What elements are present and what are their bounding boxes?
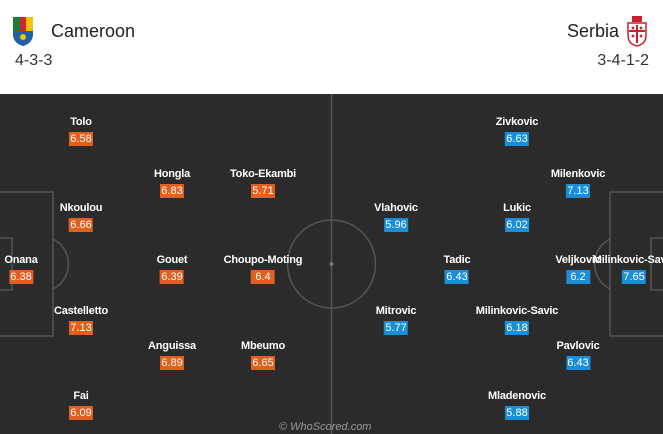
- player-rating: 6.66: [68, 218, 93, 232]
- home-player-nkoulou[interactable]: Nkoulou 6.66: [60, 202, 103, 233]
- away-player-milinkovic-savic-gk[interactable]: Milinkovic-Savic 7.65: [593, 254, 663, 285]
- player-rating: 6.38: [8, 270, 33, 284]
- home-team-name[interactable]: Cameroon: [51, 21, 136, 41]
- away-player-milenkovic[interactable]: Milenkovic 7.13: [551, 168, 605, 199]
- player-rating: 6.02: [504, 218, 529, 232]
- player-name: Anguissa: [148, 340, 196, 352]
- player-name: Zivkovic: [495, 116, 539, 128]
- away-player-lukic[interactable]: Lukic 6.02: [503, 202, 531, 233]
- player-name: Mitrovic: [375, 305, 417, 317]
- away-player-zivkovic[interactable]: Zivkovic 6.63: [496, 116, 538, 147]
- player-name: Pavlovic: [556, 340, 600, 352]
- player-name: Milinkovic-Savic: [592, 254, 663, 266]
- player-rating: 6.39: [160, 270, 184, 284]
- player-rating: 6.2: [565, 270, 590, 284]
- away-player-vlahovic[interactable]: Vlahovic 5.96: [374, 202, 418, 233]
- serbia-crest-icon: [627, 16, 647, 47]
- player-name: Fai: [73, 390, 89, 402]
- home-player-toko-ekambi[interactable]: Toko-Ekambi 5.71: [230, 168, 296, 199]
- cameroon-crest-icon: [13, 17, 33, 46]
- player-rating: 6.4: [251, 270, 275, 284]
- home-player-onana[interactable]: Onana 6.38: [4, 254, 38, 285]
- player-name: Toko-Ekambi: [229, 168, 297, 180]
- player-name: Mbeumo: [240, 340, 286, 352]
- home-player-hongla[interactable]: Hongla 6.83: [154, 168, 190, 199]
- player-name: Gouet: [156, 254, 188, 266]
- player-name: Hongla: [153, 168, 191, 180]
- player-name: Milinkovic-Savic: [475, 305, 559, 317]
- away-formation: 3-4-1-2: [597, 52, 649, 69]
- away-player-mitrovic[interactable]: Mitrovic 5.77: [375, 305, 417, 336]
- player-rating: 6.18: [504, 321, 529, 335]
- player-name: Vlahovic: [374, 202, 418, 214]
- home-player-anguissa[interactable]: Anguissa 6.89: [148, 340, 196, 371]
- player-name: Tolo: [70, 116, 92, 128]
- player-rating: 6.65: [251, 356, 275, 370]
- player-rating: 7.65: [621, 270, 646, 284]
- player-name: Milenkovic: [550, 168, 606, 180]
- player-rating: 6.63: [504, 132, 529, 146]
- home-player-castelletto[interactable]: Castelletto 7.13: [54, 305, 108, 336]
- pitch: Tolo 6.58 Hongla 6.83 Toko-Ekambi 5.71 N…: [0, 94, 663, 434]
- player-name: Veljkovic: [555, 254, 601, 266]
- player-name: Castelletto: [53, 305, 109, 317]
- player-rating: 5.88: [505, 406, 529, 420]
- player-rating: 6.83: [159, 184, 184, 198]
- watermark: © WhoScored.com: [279, 421, 372, 433]
- away-team-name[interactable]: Serbia: [566, 21, 619, 41]
- player-rating: 7.13: [68, 321, 93, 335]
- away-player-veljkovic[interactable]: Veljkovic 6.2: [555, 254, 601, 285]
- home-formation: 4-3-3: [15, 52, 53, 69]
- away-player-milinkovic-savic[interactable]: Milinkovic-Savic 6.18: [476, 305, 558, 336]
- away-player-mladenovic[interactable]: Mladenovic 5.88: [488, 390, 546, 421]
- away-player-tadic[interactable]: Tadic 6.43: [444, 254, 471, 285]
- player-rating: 6.89: [159, 356, 184, 370]
- home-player-fai[interactable]: Fai 6.09: [69, 390, 93, 421]
- player-name: Tadic: [443, 254, 471, 266]
- player-rating: 5.77: [383, 321, 408, 335]
- player-name: Onana: [4, 254, 38, 266]
- player-rating: 6.43: [565, 356, 590, 370]
- home-player-choupo-moting[interactable]: Choupo-Moting 6.4: [224, 254, 303, 285]
- player-rating: 6.58: [69, 132, 93, 146]
- home-player-mbeumo[interactable]: Mbeumo 6.65: [241, 340, 285, 371]
- player-rating: 6.43: [444, 270, 469, 284]
- player-rating: 6.09: [69, 406, 93, 420]
- player-rating: 7.13: [566, 184, 590, 198]
- player-rating: 5.71: [251, 184, 275, 198]
- away-player-pavlovic[interactable]: Pavlovic 6.43: [556, 340, 600, 371]
- match-header: Cameroon 4-3-3 Serbia 3-4-1-2: [0, 0, 663, 94]
- player-name: Choupo-Moting: [223, 254, 303, 266]
- player-rating: 5.96: [384, 218, 408, 232]
- player-name: Lukic: [503, 202, 531, 214]
- player-name: Mladenovic: [488, 390, 546, 402]
- pitch-lines: [0, 94, 663, 434]
- home-player-gouet[interactable]: Gouet 6.39: [157, 254, 188, 285]
- player-name: Nkoulou: [59, 202, 103, 214]
- home-player-tolo[interactable]: Tolo 6.58: [69, 116, 93, 147]
